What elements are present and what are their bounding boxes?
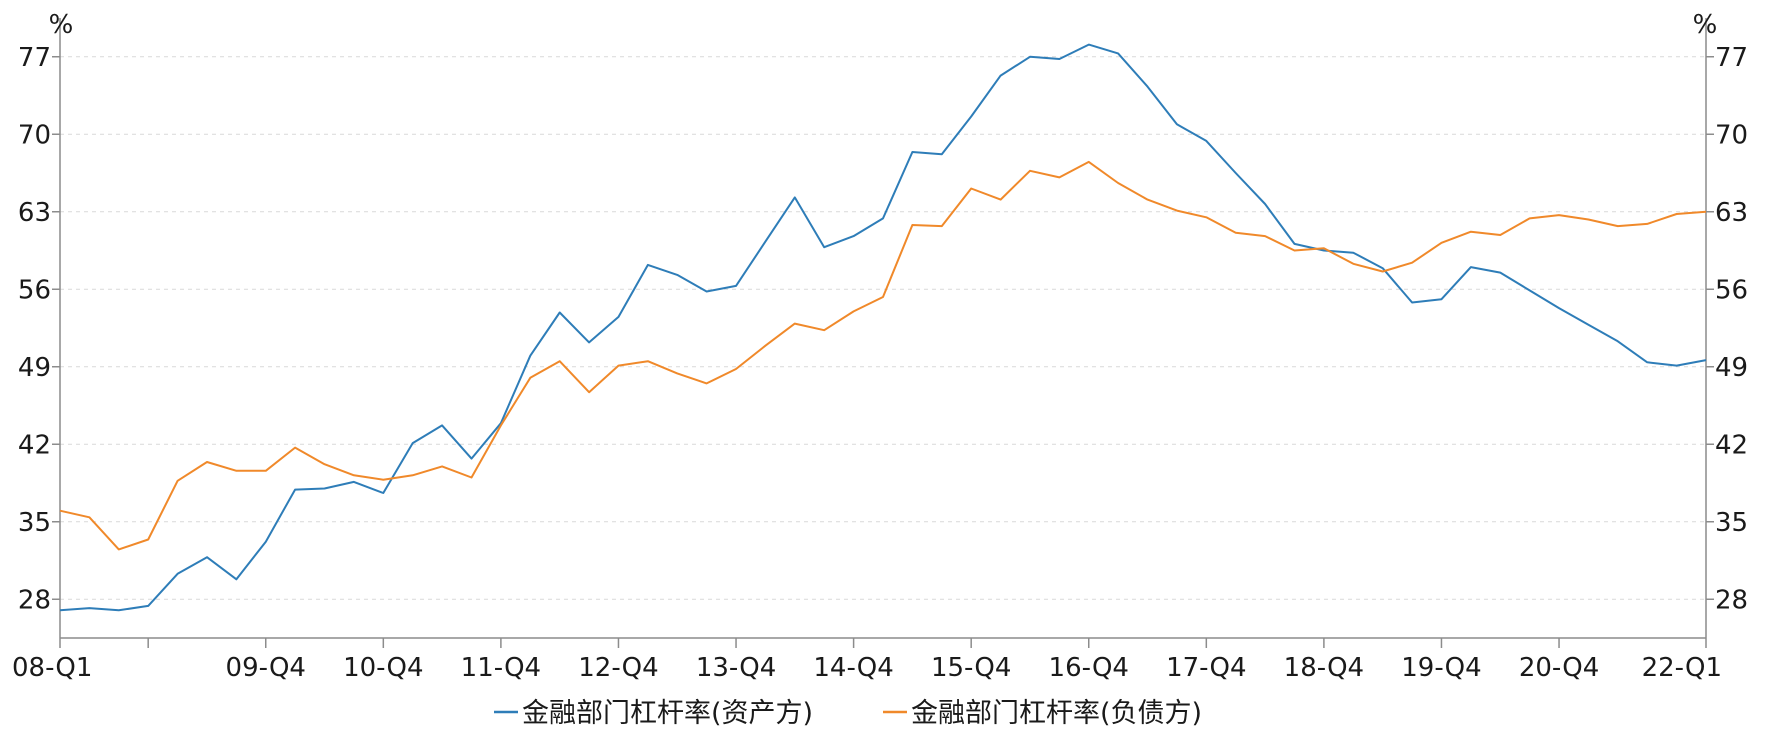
x-tick-label: 14-Q4: [813, 653, 893, 683]
x-tick-label: 20-Q4: [1519, 653, 1599, 683]
right-y-tick-label: 77: [1715, 43, 1748, 73]
legend-item-1: 金融部门杠杆率(资产方): [494, 698, 813, 729]
axes: [59, 18, 1707, 639]
x-tick-label: 10-Q4: [343, 653, 423, 683]
x-tick-label: 22-Q1: [1642, 653, 1722, 683]
x-tick-label: 18-Q4: [1284, 653, 1364, 683]
right-y-tick-label: 56: [1715, 275, 1748, 305]
right-y-tick-label: 35: [1715, 508, 1748, 538]
legend-item-2: 金融部门杠杆率(负债方): [883, 698, 1202, 729]
x-tick-label: 11-Q4: [461, 653, 541, 683]
x-tick-label: 15-Q4: [931, 653, 1011, 683]
right-y-unit-label: %: [1693, 10, 1718, 40]
left-y-tick-label: 42: [18, 430, 51, 460]
y-ticks: 28 28 35 35 42 42 49 49 56 56 63 63 70 70 77 77: [18, 43, 1748, 616]
series-line-2: [59, 160, 1707, 551]
right-y-tick-label: 63: [1715, 198, 1748, 228]
left-y-tick-label: 49: [18, 353, 51, 383]
left-y-tick-label: 56: [18, 275, 51, 305]
right-y-tick-label: 42: [1715, 430, 1748, 460]
x-tick-label: 16-Q4: [1049, 653, 1129, 683]
gridlines: [60, 56, 1706, 600]
series-line-1: [59, 43, 1707, 612]
x-tick-label: 17-Q4: [1166, 653, 1246, 683]
series-lines: [59, 43, 1707, 612]
right-y-tick-label: 70: [1715, 120, 1748, 150]
x-tick-label: 19-Q4: [1401, 653, 1481, 683]
x-tick-label: 12-Q4: [578, 653, 658, 683]
left-y-tick-label: 70: [18, 120, 51, 150]
right-y-tick-label: 49: [1715, 353, 1748, 383]
legend-label: 金融部门杠杆率(资产方): [522, 698, 813, 729]
x-tick-label: 13-Q4: [696, 653, 776, 683]
legend-label: 金融部门杠杆率(负债方): [911, 698, 1202, 729]
left-y-tick-label: 35: [18, 508, 51, 538]
left-y-unit-label: %: [49, 10, 74, 40]
x-tick-label: 09-Q4: [226, 653, 306, 683]
x-tick-label: 08-Q1: [12, 653, 92, 683]
left-y-tick-label: 63: [18, 198, 51, 228]
right-y-tick-label: 28: [1715, 585, 1748, 615]
left-y-tick-label: 28: [18, 585, 51, 615]
left-y-tick-label: 77: [18, 43, 51, 73]
x-ticks: 08-Q1 09-Q4 10-Q4 11-Q4 12-Q4 13-Q4 14-Q4 15-Q4…: [12, 638, 1722, 683]
legend: 金融部门杠杆率(资产方) 金融部门杠杆率(负债方): [494, 698, 1202, 729]
